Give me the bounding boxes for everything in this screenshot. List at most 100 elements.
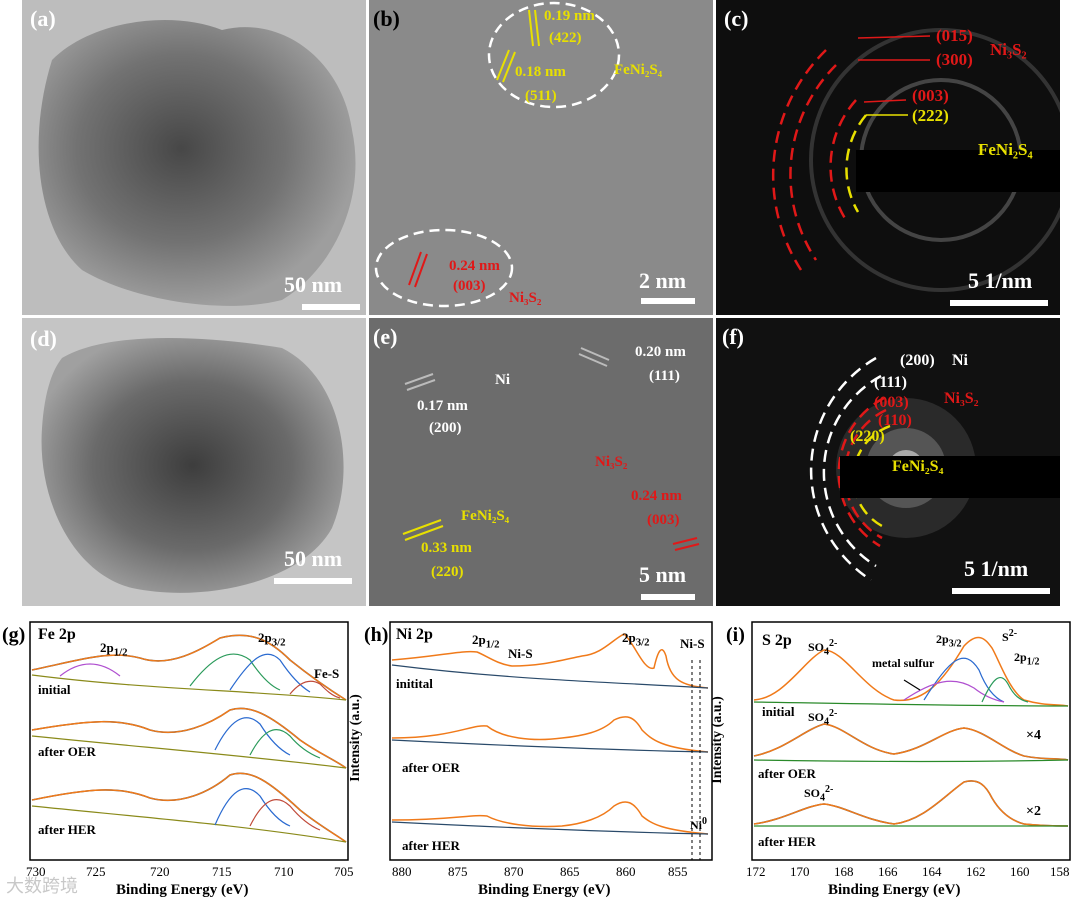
x-axis-label-i: Binding Energy (eV) [828, 882, 961, 898]
scale-label-e: 5 nm [639, 562, 687, 587]
phase-label-ni3s2-e: Ni₃S₂ [595, 454, 628, 470]
trace-label-her-i: after HER [758, 834, 816, 849]
hkl-511: (511) [525, 88, 557, 104]
x-tick-172: 172 [746, 864, 766, 879]
scale-label-d: 50 nm [284, 546, 343, 571]
d-spacing-220-e: 0.33 nm [421, 540, 472, 556]
x-tick-855: 855 [668, 864, 688, 879]
hrtem-lattice-e [402, 347, 700, 551]
peak-ni0: Ni0 [690, 816, 707, 832]
x-axis-label-g: Binding Energy (eV) [116, 882, 249, 898]
peak-fe-s: Fe-S [314, 666, 340, 681]
hkl-200-f: (200) [900, 352, 935, 369]
x-tick-164: 164 [922, 864, 942, 879]
xps-plot-ni2p [389, 621, 713, 861]
panel-label-b: (b) [373, 6, 400, 31]
hkl-111-f: (111) [874, 374, 907, 391]
scale-bar-b [641, 298, 695, 304]
phase-label-feni2s4-e: FeNi₂S₄ [461, 508, 510, 524]
phase-label-ni3s2-c: Ni₃S₂ [990, 40, 1027, 59]
scale-label-a: 50 nm [284, 272, 343, 297]
panel-f-saed-image: (f) (200) Ni (111) (003) Ni₃S₂ (110) (22… [716, 318, 1060, 606]
trace-label-initial-h: initital [396, 676, 433, 691]
phase-label-ni-f: Ni [952, 352, 968, 369]
panel-d-tem-image: (d) 50 nm [22, 318, 366, 606]
hkl-220-e: (220) [431, 564, 464, 580]
y-axis-label-g: Intensity (a.u.) [0, 696, 2, 784]
panel-e-hrtem-image: (e) Ni 0.17 nm (200) 0.20 nm (111) Ni₃S₂… [369, 318, 713, 606]
trace-label-oer-g: after OER [38, 744, 96, 759]
peak-metal-sulfur: metal sulfur [872, 656, 935, 670]
d-spacing-003-e: 0.24 nm [631, 488, 682, 504]
x-tick-880: 880 [392, 864, 412, 879]
multiplier-x4: ×4 [1026, 728, 1041, 743]
hkl-200-e: (200) [429, 420, 462, 436]
hkl-003-f: (003) [874, 394, 909, 411]
xps-label-h: (h) [364, 624, 389, 646]
scale-label-b: 2 nm [639, 268, 687, 293]
peak-so4-her: SO42- [804, 784, 834, 804]
xps-plot-fe2p [29, 621, 349, 861]
panel-label-c: (c) [724, 6, 749, 31]
hkl-220-f: (220) [850, 428, 885, 445]
tem-particle-d [41, 338, 344, 593]
hkl-003-e: (003) [647, 512, 680, 528]
phase-label-ni3s2-f: Ni₃S₂ [944, 390, 979, 407]
phase-label-feni2s4-f: FeNi₂S₄ [892, 458, 944, 475]
x-tick-170: 170 [790, 864, 810, 879]
d-spacing-003-b: 0.24 nm [449, 258, 500, 274]
panel-label-f: (f) [722, 324, 744, 349]
x-tick-860: 860 [616, 864, 636, 879]
x-tick-720: 720 [150, 864, 170, 879]
peak-ni-2p32: 2p3/2 [622, 630, 650, 649]
x-tick-160: 160 [1010, 864, 1030, 879]
peak-so4-initial: SO42- [808, 638, 838, 658]
hkl-111-e: (111) [649, 368, 680, 384]
d-spacing-111-e: 0.20 nm [635, 344, 686, 360]
xps-label-g: (g) [2, 624, 26, 646]
panel-label-d: (d) [30, 326, 57, 351]
scale-bar-c [950, 300, 1048, 306]
scale-bar-a [302, 304, 360, 310]
scale-bar-f [952, 588, 1050, 594]
y-axis-label-i: Intensity (a.u.) [709, 696, 725, 784]
hrtem-lattice-b [374, 1, 621, 308]
panel-a-tem-image: (a) 50 nm [22, 0, 366, 315]
peak-s-2p32: 2p3/2 [936, 632, 962, 650]
hkl-003-b: (003) [453, 278, 486, 294]
xps-title-fe2p: Fe 2p [38, 626, 76, 643]
xps-title-ni2p: Ni 2p [396, 626, 433, 643]
x-tick-715: 715 [212, 864, 232, 879]
saed-pattern-c [771, 28, 1060, 292]
peak-fe-2p32: 2p3/2 [258, 630, 286, 649]
peak-ni-s-1: Ni-S [508, 646, 533, 661]
peak-ni-2p12: 2p1/2 [472, 632, 500, 651]
x-tick-865: 865 [560, 864, 580, 879]
d-spacing-200-e: 0.17 nm [417, 398, 468, 414]
xps-chart-s2p: (i) S 2p SO42- metal sulfur 2p3/2 S2- 2p… [710, 620, 1080, 903]
hkl-003-c: (003) [912, 86, 949, 105]
x-tick-870: 870 [504, 864, 524, 879]
x-tick-730: 730 [26, 864, 46, 879]
d-spacing-422: 0.19 nm [544, 8, 595, 24]
x-tick-710: 710 [274, 864, 294, 879]
scale-bar-e [641, 594, 695, 600]
trace-label-initial-i: initial [762, 704, 795, 719]
panel-c-saed-image: (c) (015) (300) Ni₃S₂ (003) (222) FeNi₂S… [716, 0, 1060, 315]
x-tick-162: 162 [966, 864, 986, 879]
peak-fe-2p12: 2p1/2 [100, 640, 128, 659]
watermark: 大数跨境 [6, 876, 78, 897]
peak-s2: S2- [1002, 628, 1018, 644]
x-axis-label-h: Binding Energy (eV) [478, 882, 611, 898]
phase-label-feni2s4-b: FeNi₂S₄ [614, 62, 663, 78]
multiplier-x2: ×2 [1026, 804, 1041, 819]
scale-bar-d [274, 578, 352, 584]
xps-title-s2p: S 2p [762, 632, 792, 649]
scale-label-c: 5 1/nm [968, 268, 1033, 293]
hkl-110-f: (110) [878, 412, 912, 429]
saed-pattern-f [809, 356, 1060, 582]
d-spacing-511: 0.18 nm [515, 64, 566, 80]
panel-b-hrtem-image: (b) 0.19 nm (422) 0.18 nm (511) FeNi₂S₄ … [369, 0, 713, 315]
xps-chart-fe2p: (g) Fe 2p 2p1/2 2p3/2 Fe-S initial after… [0, 620, 358, 903]
phase-label-feni2s4-c: FeNi₂S₄ [978, 140, 1033, 159]
